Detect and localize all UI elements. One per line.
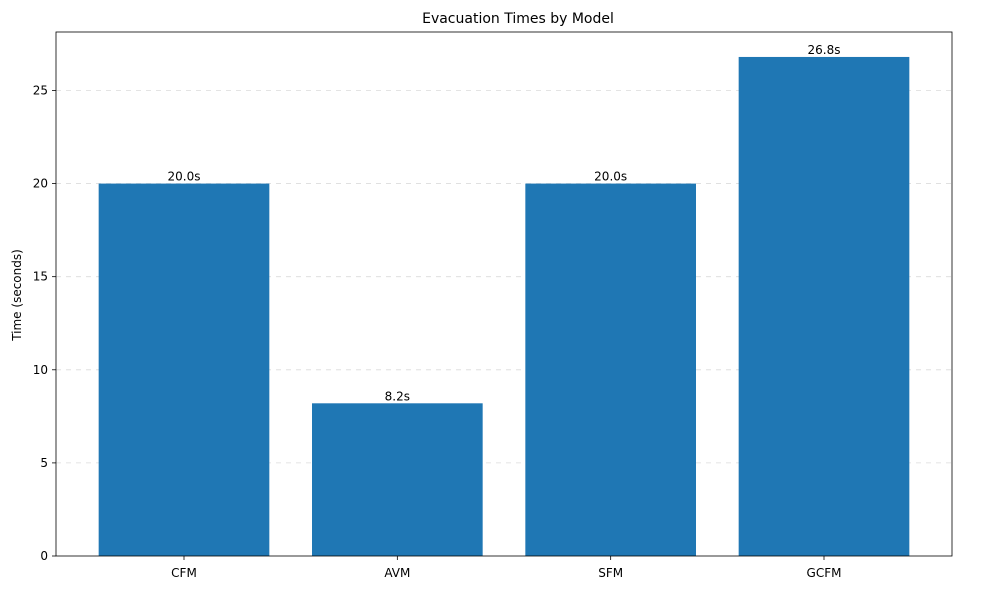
data-label-gcfm: 26.8s — [808, 43, 841, 57]
plot-frame — [55, 31, 953, 557]
x-tick-label: GCFM — [807, 566, 842, 580]
bar-cfm — [98, 183, 270, 556]
data-label-avm: 8.2s — [385, 389, 410, 403]
y-tick-label: 20 — [33, 177, 48, 191]
chart-title: Evacuation Times by Model — [422, 11, 614, 27]
x-tick-label: CFM — [171, 566, 197, 580]
y-tick-label: 0 — [40, 549, 48, 563]
y-tick-label: 10 — [33, 363, 48, 377]
bar-sfm — [525, 183, 696, 556]
bar-avm — [312, 403, 483, 556]
data-label-sfm: 20.0s — [594, 170, 627, 184]
bars — [98, 56, 910, 556]
x-tick-label: AVM — [384, 566, 410, 580]
data-label-cfm: 20.0s — [168, 170, 201, 184]
y-tick-label: 5 — [40, 456, 48, 470]
y-axis-label: Time (seconds) — [10, 249, 24, 342]
axes: CFM AVM SFM GCFM 0 5 10 15 20 25 — [33, 31, 953, 580]
bar-gcfm — [738, 56, 910, 556]
x-tick-label: SFM — [598, 566, 623, 580]
y-tick-label: 15 — [33, 270, 48, 284]
y-tick-label: 25 — [33, 83, 48, 97]
data-labels: 20.0s 8.2s 20.0s 26.8s — [168, 43, 841, 403]
